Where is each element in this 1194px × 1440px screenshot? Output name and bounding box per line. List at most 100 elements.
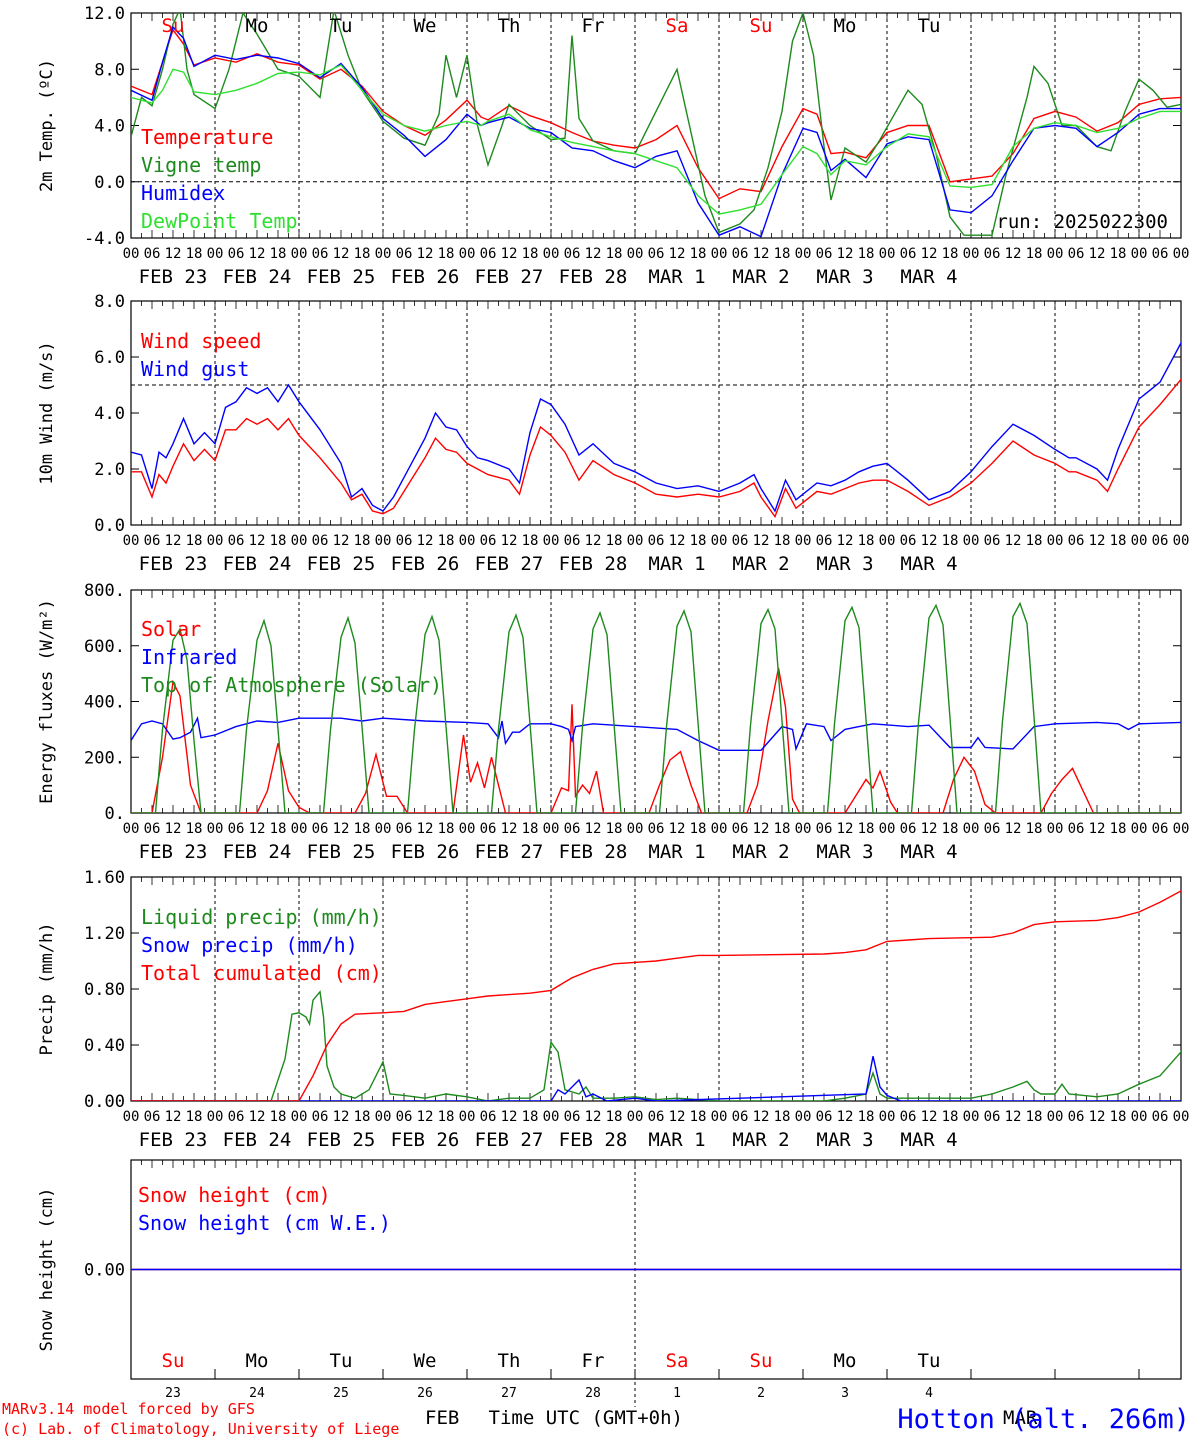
hour-tick-label: 18 (270, 246, 287, 262)
weekday-label: Mo (246, 15, 269, 37)
hour-tick-label: 06 (732, 533, 749, 549)
date-label: FEB 28 (559, 841, 628, 863)
hour-tick-label: 06 (816, 246, 833, 262)
hour-tick-label: 12 (669, 1109, 686, 1125)
date-label: MAR 3 (816, 1129, 873, 1151)
hour-tick-label: 18 (690, 821, 707, 837)
y-tick-label: 0.00 (84, 1092, 125, 1112)
hour-tick-label: 12 (921, 821, 938, 837)
footer-copyright-line: (c) Lab. of Climatology, University of L… (2, 1420, 399, 1438)
hour-tick-label: 06 (648, 533, 665, 549)
series-line-vigne-temp (131, 13, 1181, 236)
hour-tick-label: 06 (1152, 533, 1169, 549)
hour-tick-label: 00 (459, 533, 476, 549)
legend-entry: Infrared (141, 645, 237, 669)
hour-tick-label: 12 (1089, 821, 1106, 837)
weekday-label: Tu (918, 1350, 941, 1372)
hour-tick-label: 06 (1068, 533, 1085, 549)
hour-tick-label: 06 (984, 821, 1001, 837)
hour-tick-label: 12 (585, 533, 602, 549)
hour-tick-label: 12 (837, 821, 854, 837)
hour-tick-label: 06 (312, 821, 329, 837)
hour-tick-label: 00 (1173, 533, 1190, 549)
hour-tick-label: 00 (459, 1109, 476, 1125)
y-tick-label: -4.0 (84, 229, 125, 249)
date-label: FEB 27 (475, 553, 544, 575)
date-label: FEB 24 (223, 1129, 292, 1151)
day-number-label: 4 (925, 1386, 933, 1401)
hour-tick-label: 06 (480, 533, 497, 549)
hour-tick-label: 00 (123, 1109, 140, 1125)
y-tick-label: 1.60 (84, 868, 125, 888)
hour-tick-label: 00 (123, 821, 140, 837)
hour-tick-label: 00 (1047, 821, 1064, 837)
hour-tick-label: 00 (711, 533, 728, 549)
hour-tick-label: 06 (228, 821, 245, 837)
hour-tick-label: 00 (375, 1109, 392, 1125)
hour-tick-label: 00 (459, 246, 476, 262)
hour-tick-label: 06 (816, 821, 833, 837)
weekday-label: Sa (666, 1350, 689, 1372)
date-label: FEB 27 (475, 1129, 544, 1151)
hour-tick-label: 18 (942, 533, 959, 549)
hour-tick-label: 18 (1026, 246, 1043, 262)
date-label: FEB 28 (559, 1129, 628, 1151)
hour-tick-label: 00 (123, 246, 140, 262)
date-label: MAR 1 (648, 266, 705, 288)
hour-tick-label: 06 (732, 821, 749, 837)
hour-tick-label: 12 (921, 1109, 938, 1125)
hour-tick-label: 18 (690, 246, 707, 262)
weekday-label: Fr (582, 1350, 605, 1372)
day-number-label: 27 (501, 1386, 517, 1401)
hour-tick-label: 18 (354, 1109, 371, 1125)
hour-tick-label: 12 (921, 246, 938, 262)
hour-tick-label: 00 (627, 533, 644, 549)
series-line-dewpoint-temp (131, 64, 1181, 215)
hour-tick-label: 06 (1068, 821, 1085, 837)
y-tick-label: 600. (84, 637, 125, 657)
legend-entry: Liquid precip (mm/h) (141, 905, 382, 929)
hour-tick-label: 00 (1173, 1109, 1190, 1125)
day-number-label: 3 (841, 1386, 849, 1401)
hour-tick-label: 12 (585, 246, 602, 262)
hour-tick-label: 12 (249, 533, 266, 549)
hour-tick-label: 18 (1110, 533, 1127, 549)
hour-tick-label: 00 (879, 533, 896, 549)
hour-tick-label: 06 (648, 246, 665, 262)
panel-4: 0.00 0.40 0.80 1.20 1.60 Precip (mm/h) Liquid … (37, 868, 1190, 1151)
hour-tick-label: 06 (984, 246, 1001, 262)
hour-tick-label: 18 (1110, 1109, 1127, 1125)
date-label: FEB 26 (391, 266, 460, 288)
weekday-label: We (414, 15, 437, 37)
hour-tick-label: 12 (249, 246, 266, 262)
hour-tick-label: 00 (207, 821, 224, 837)
hour-tick-label: 12 (501, 533, 518, 549)
hour-tick-label: 06 (1152, 821, 1169, 837)
date-label: FEB 23 (139, 266, 208, 288)
hour-tick-label: 00 (375, 246, 392, 262)
y-tick-label: 2.0 (94, 460, 125, 480)
date-label: MAR 3 (816, 266, 873, 288)
date-label: FEB 25 (307, 1129, 376, 1151)
hour-tick-label: 12 (837, 246, 854, 262)
y-tick-label: 1.20 (84, 924, 125, 944)
x-month-label-left: FEB (425, 1407, 459, 1429)
hour-tick-label: 00 (711, 821, 728, 837)
hour-tick-label: 06 (900, 821, 917, 837)
hour-tick-label: 00 (627, 1109, 644, 1125)
y-tick-label: 0. (105, 804, 125, 824)
hour-tick-label: 06 (312, 1109, 329, 1125)
hour-tick-label: 12 (1005, 533, 1022, 549)
hour-tick-label: 06 (396, 246, 413, 262)
hour-tick-label: 06 (564, 1109, 581, 1125)
hour-tick-label: 12 (669, 246, 686, 262)
series-line-snow-precip-mm-h- (131, 1056, 1181, 1101)
date-label: FEB 24 (223, 266, 292, 288)
panel-1: -4.0 0.0 4.0 8.0 12.0 2m Temp. (ºC) Temperatur… (37, 4, 1189, 288)
hour-tick-label: 06 (1068, 246, 1085, 262)
y-tick-label: 0.40 (84, 1036, 125, 1056)
hour-tick-label: 00 (879, 1109, 896, 1125)
y-tick-label: 0.00 (84, 1261, 125, 1281)
y-axis-label: 2m Temp. (ºC) (37, 59, 57, 192)
hour-tick-label: 06 (312, 533, 329, 549)
